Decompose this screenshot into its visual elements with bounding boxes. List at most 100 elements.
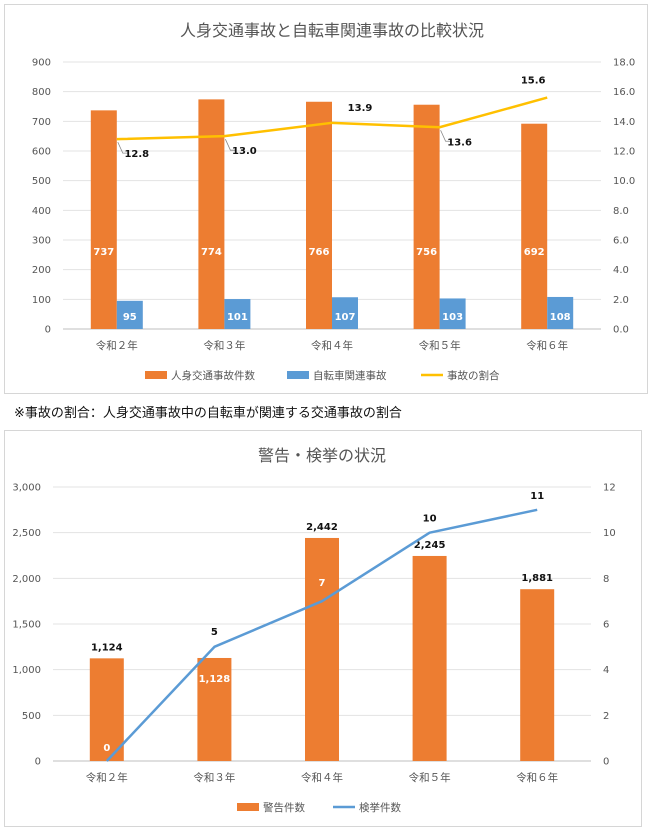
accident-comparison-svg: 人身交通事故と自転車関連事故の比較状況 0 100 200 300 400 500 600 70… — [32, 21, 635, 382]
line-data-label: 11 — [530, 491, 544, 502]
line-data-label: 13.0 — [232, 146, 257, 157]
bar-data-label: 1,124 — [91, 642, 123, 653]
series-line — [105, 508, 538, 762]
x-tick-label: 令和６年 — [516, 771, 558, 784]
y2-tick-label: 6 — [603, 620, 609, 631]
bar-data-label: 2,442 — [306, 522, 338, 533]
y2-tick-label: 18.0 — [613, 58, 635, 69]
y2-tick-label: 0.0 — [613, 325, 629, 336]
x-tick-label: 令和２年 — [96, 339, 138, 352]
x-tick-label: 令和４年 — [301, 771, 343, 784]
bar-secondary — [116, 300, 143, 329]
y2-tick-label: 2 — [603, 711, 609, 722]
y2-tick-label: 6.0 — [613, 236, 629, 247]
chart-title: 人身交通事故と自転車関連事故の比較状況 — [180, 21, 484, 40]
bar-data-label: 95 — [123, 312, 137, 323]
y-tick-label: 0 — [45, 325, 51, 336]
line-data-label: 5 — [211, 627, 218, 638]
y2-tick-label: 14.0 — [613, 117, 635, 128]
y2-tick-label: 0 — [603, 757, 609, 768]
y-tick-label: 0 — [35, 757, 41, 768]
bar-primary — [198, 99, 225, 329]
bar-primary — [89, 658, 124, 761]
legend-label: 警告件数 — [263, 801, 305, 814]
leader-line — [225, 139, 237, 151]
bar-secondary — [332, 297, 358, 329]
bar-data-label: 737 — [93, 247, 114, 258]
legend-label: 検挙件数 — [359, 801, 401, 814]
bar-primary — [521, 123, 548, 329]
warning-arrest-chart: 警告・検挙の状況 0 500 1,000 1,500 2,000 2,500 3,000 0 2 4… — [4, 430, 642, 827]
y2-tick-label: 2.0 — [613, 295, 629, 306]
bar-primary — [412, 555, 447, 761]
chart-title: 警告・検挙の状況 — [258, 446, 386, 465]
bar-data-label: 101 — [227, 312, 248, 323]
bar-data-label: 107 — [335, 312, 356, 323]
line-data-label: 0 — [103, 743, 110, 754]
legend-swatch — [145, 371, 167, 379]
x-tick-label: 令和５年 — [419, 339, 461, 352]
bar-data-label: 103 — [442, 312, 463, 323]
bar-secondary — [547, 296, 574, 329]
x-tick-label: 令和４年 — [311, 339, 353, 352]
bar-data-label: 108 — [550, 312, 571, 323]
y-tick-label: 200 — [32, 265, 51, 276]
y2-tick-label: 8.0 — [613, 206, 629, 217]
y2-tick-label: 4 — [603, 665, 609, 676]
bar-secondary — [224, 299, 251, 329]
leader-line — [440, 130, 452, 142]
bar-primary — [413, 104, 440, 329]
y2-tick-label: 10.0 — [613, 176, 635, 187]
bar-secondary — [439, 298, 466, 329]
leader-line — [117, 141, 129, 154]
accident-comparison-chart: 人身交通事故と自転車関連事故の比較状況 0 100 200 300 400 500 600 70… — [4, 4, 648, 394]
line-data-label: 7 — [319, 578, 326, 589]
y-tick-label: 800 — [32, 87, 51, 98]
bar-data-label: 766 — [309, 247, 330, 258]
bar-primary — [520, 589, 555, 761]
legend-label: 自転車関連事故 — [313, 369, 387, 382]
x-tick-label: 令和６年 — [526, 339, 568, 352]
bar-primary — [306, 101, 332, 330]
line-data-label: 10 — [423, 514, 437, 525]
y-tick-label: 2,000 — [12, 574, 41, 585]
legend-label: 事故の割合 — [447, 369, 500, 382]
y2-tick-label: 12 — [603, 483, 616, 494]
bar-data-label: 756 — [416, 247, 437, 258]
bar-data-label: 1,881 — [521, 573, 553, 584]
y2-tick-label: 8 — [603, 574, 609, 585]
ratio-footnote: ※事故の割合：人身交通事故中の自転車が関連する交通事故の割合 — [14, 406, 402, 421]
y-tick-label: 3,000 — [12, 483, 41, 494]
y-tick-label: 1,500 — [12, 620, 41, 631]
y-tick-label: 700 — [32, 117, 51, 128]
x-tick-label: 令和３年 — [203, 339, 245, 352]
y-tick-label: 500 — [22, 711, 41, 722]
y2-tick-label: 4.0 — [613, 265, 629, 276]
y-tick-label: 900 — [32, 58, 51, 69]
line-data-label: 13.9 — [348, 103, 373, 114]
x-tick-label: 令和５年 — [409, 771, 451, 784]
legend-swatch — [237, 803, 259, 811]
y-tick-label: 100 — [32, 295, 51, 306]
line-data-label: 13.6 — [447, 137, 472, 148]
legend-swatch — [287, 371, 309, 379]
bar-data-label: 1,128 — [199, 674, 231, 685]
y-tick-label: 300 — [32, 236, 51, 247]
bar-data-label: 774 — [201, 247, 222, 258]
y2-tick-label: 10 — [603, 528, 616, 539]
y2-tick-label: 16.0 — [613, 87, 635, 98]
bar-primary — [305, 537, 339, 761]
line-data-label: 15.6 — [521, 76, 546, 87]
x-tick-label: 令和３年 — [193, 771, 235, 784]
y-tick-label: 400 — [32, 206, 51, 217]
series-line — [116, 96, 548, 141]
x-tick-label: 令和２年 — [86, 771, 128, 784]
bar-data-label: 2,245 — [414, 540, 446, 551]
y-tick-label: 1,000 — [12, 665, 41, 676]
warning-arrest-svg: 警告・検挙の状況 0 500 1,000 1,500 2,000 2,500 3,000 0 2 4… — [12, 446, 616, 814]
bar-data-label: 692 — [524, 247, 545, 258]
y2-tick-label: 12.0 — [613, 147, 635, 158]
line-data-label: 12.8 — [124, 149, 149, 160]
legend-label: 人身交通事故件数 — [171, 369, 255, 382]
bar-primary — [90, 110, 117, 330]
